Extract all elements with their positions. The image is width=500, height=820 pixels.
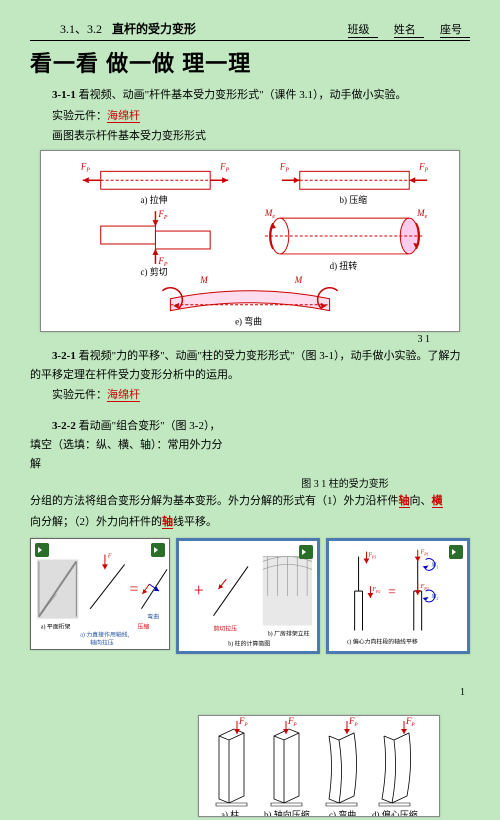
audio-icon [151, 543, 165, 557]
bottom-figure-1: a) 平面桁架 F a) 力直接作用轴线, 轴向拉压 = 弯曲 压缩 [30, 538, 170, 650]
svg-text:+: + [194, 580, 204, 600]
p322-mid1: 向、 [410, 495, 432, 507]
draw-instruction: 画图表示杆件基本受力变形形式 [30, 127, 470, 146]
svg-text:b) 轴向压缩: b) 轴向压缩 [264, 809, 310, 816]
svg-text:Me: Me [264, 208, 275, 220]
bottom-figure-2: + 剪切拉压 b) 厂房排架立柱 b) 柱的计算简图 [176, 538, 320, 654]
fig1-caption-num: 3 1 [30, 334, 430, 345]
chapter-number: 3.1、3.2 [60, 20, 102, 37]
svg-text:c) 偏心力向柱段的轴线平移: c) 偏心力向柱段的轴线平移 [347, 637, 418, 645]
svg-text:Me: Me [416, 208, 427, 220]
svg-text:b) 厂房排架立柱: b) 厂房排架立柱 [268, 629, 310, 637]
svg-text:FP: FP [418, 161, 428, 173]
figure-column-deformation: FP a) 柱 FP b) 轴向压缩 FP c) 弯 [198, 715, 440, 817]
svg-text:b) 柱的计算简图: b) 柱的计算简图 [228, 639, 270, 647]
svg-text:b) 压缩: b) 压缩 [340, 194, 368, 205]
blank1: 轴 [399, 495, 410, 508]
svg-text:FP: FP [279, 161, 289, 173]
svg-text:M2: M2 [431, 594, 439, 601]
main-heading: 看一看 做一做 理一理 [30, 46, 470, 78]
field-class: 班级 [348, 21, 378, 38]
svg-text:FP: FP [348, 716, 358, 728]
exp-label: 实验元件： [52, 110, 107, 122]
svg-text:e) 弯曲: e) 弯曲 [235, 316, 262, 327]
svg-text:FP: FP [238, 716, 248, 728]
p321-text: 看视频"力的平移"、动画"柱的受力变形形式"（图 3-1），动手做小实验。了解力… [30, 350, 460, 381]
page-number: 1 [460, 687, 465, 698]
exp-item2: 海绵杆 [107, 389, 140, 402]
p311-text: 看视频、动画"杆件基本受力变形形式"（课件 3.1），动手做小实验。 [79, 89, 407, 101]
p322-continue: 分组的方法将组合变形分解为基本变形。外力分解的形式有（1）外力沿杆件 [30, 495, 399, 507]
svg-text:压缩: 压缩 [137, 622, 149, 630]
section-num-322: 3-2-2 [52, 420, 76, 432]
svg-text:a) 力直接作用轴线,: a) 力直接作用轴线, [80, 630, 129, 638]
svg-text:FP1: FP1 [420, 549, 429, 556]
svg-text:=: = [130, 581, 139, 598]
field-seat: 座号 [440, 21, 470, 38]
svg-text:剪切拉压: 剪切拉压 [214, 624, 238, 632]
section-num-311: 3-1-1 [52, 89, 76, 101]
svg-text:c) 剪切: c) 剪切 [141, 266, 168, 277]
audio-icon [299, 545, 313, 559]
svg-text:FP: FP [219, 161, 229, 173]
fig2-caption: 图 3 1 柱的受力变形 [220, 475, 470, 490]
svg-text:d) 偏心压缩: d) 偏心压缩 [372, 809, 418, 816]
svg-text:FP: FP [157, 209, 167, 221]
svg-text:FP: FP [405, 716, 415, 728]
svg-text:FP1: FP1 [367, 552, 376, 559]
exp-label2: 实验元件： [52, 389, 107, 401]
svg-text:M: M [294, 275, 303, 285]
svg-text:d) 扭转: d) 扭转 [330, 260, 358, 271]
svg-text:M1: M1 [431, 562, 439, 569]
blank3: 轴 [162, 516, 173, 529]
p322-mid2: 向分解；（2）外力向杆件的 [30, 516, 162, 528]
blank2: 横 [432, 495, 443, 508]
svg-text:c) 弯曲: c) 弯曲 [329, 809, 356, 816]
field-name: 姓名 [394, 21, 424, 38]
svg-text:FP2: FP2 [371, 587, 380, 594]
svg-text:a) 拉伸: a) 拉伸 [141, 194, 168, 205]
exp-item: 海绵杆 [107, 110, 140, 123]
audio-icon [35, 543, 49, 557]
svg-text:FP: FP [287, 716, 297, 728]
audio-icon [449, 545, 463, 559]
svg-text:轴向拉压: 轴向拉压 [90, 638, 114, 646]
p322-tail: 线平移。 [173, 516, 217, 528]
svg-text:a) 柱: a) 柱 [221, 809, 239, 816]
svg-text:FP: FP [80, 161, 90, 173]
svg-text:弯曲: 弯曲 [147, 612, 159, 620]
svg-text:M: M [199, 275, 208, 285]
svg-text:F: F [107, 553, 112, 559]
figure-deformation-types: FP FP a) 拉伸 FP FP b) 压缩 [40, 150, 460, 332]
bottom-figure-3: FP1 FP2 = FP1 M1 [326, 538, 470, 654]
svg-text:a) 平面桁架: a) 平面桁架 [41, 622, 71, 630]
svg-text:=: = [388, 584, 396, 599]
section-num-321: 3-2-1 [52, 350, 76, 362]
chapter-title: 直杆的受力变形 [112, 20, 196, 37]
